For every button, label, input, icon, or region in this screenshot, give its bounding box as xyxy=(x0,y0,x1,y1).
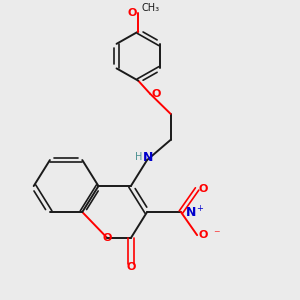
Text: CH₃: CH₃ xyxy=(142,3,160,13)
Text: O: O xyxy=(103,233,112,243)
Text: O: O xyxy=(199,184,208,194)
Text: +: + xyxy=(196,204,202,213)
Text: H: H xyxy=(135,152,142,162)
Text: O: O xyxy=(127,8,136,18)
Text: O: O xyxy=(199,230,208,240)
Text: N: N xyxy=(143,151,154,164)
Text: O: O xyxy=(126,262,136,272)
Text: N: N xyxy=(186,206,197,218)
Text: O: O xyxy=(152,89,161,99)
Text: ⁻: ⁻ xyxy=(213,229,220,242)
